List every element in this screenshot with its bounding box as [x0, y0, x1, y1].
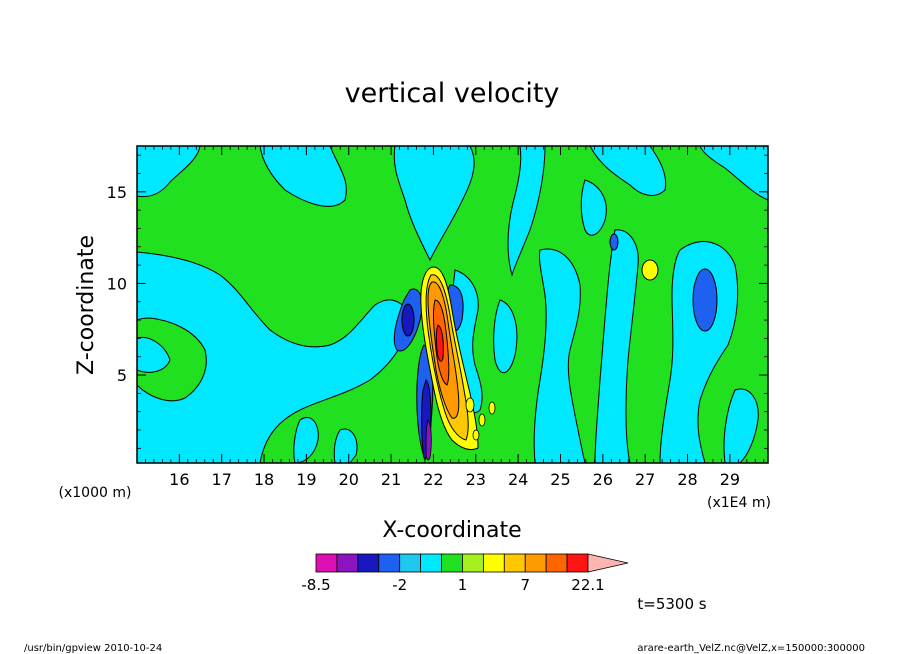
x-tick-label: 24: [508, 470, 528, 489]
colorbar: -8.5 -2 1 7 22.1: [301, 553, 629, 594]
footer-right: arare-earth_VelZ.nc@VelZ,x=150000:300000: [637, 643, 865, 654]
x-tick-label: 28: [677, 470, 697, 489]
plot-frame: [136, 145, 769, 464]
colorbar-swatch: [545, 553, 568, 573]
x-tick-label: 19: [296, 470, 316, 489]
colorbar-label: -8.5: [301, 576, 330, 594]
footer-left: /usr/bin/gpview 2010-10-24: [24, 643, 162, 654]
colorbar-swatch: [399, 553, 422, 573]
colorbar-swatch: [524, 553, 547, 573]
colorbar-swatch: [566, 553, 589, 573]
colorbar-label: 1: [458, 576, 468, 594]
colorbar-label: 22.1: [571, 576, 604, 594]
colorbar-swatch: [503, 553, 526, 573]
x-tick-label: 26: [593, 470, 613, 489]
x-tick-label: 29: [720, 470, 740, 489]
y-axis-title: Z-coordinate: [74, 235, 99, 375]
colorbar-swatch: [378, 553, 401, 573]
chart-title: vertical velocity: [345, 78, 560, 109]
x-tick-label: 23: [466, 470, 486, 489]
colorbar-swatch: [357, 553, 380, 573]
y-tick-label: 5: [117, 366, 127, 385]
x-axis-title: X-coordinate: [382, 518, 521, 543]
colorbar-swatch: [420, 553, 442, 573]
x-tick-label: 17: [212, 470, 232, 489]
time-label: t=5300 s: [637, 595, 706, 613]
colorbar-swatch: [441, 553, 463, 573]
plot-field: [137, 146, 768, 463]
x-tick-label: 16: [169, 470, 189, 489]
small-updraft-cells: [465, 397, 496, 441]
x-tick-label: 27: [635, 470, 655, 489]
y-tick-label: 15: [107, 183, 127, 202]
x-tick-label: 20: [339, 470, 359, 489]
peak-downdraft-core: [425, 419, 432, 461]
y-tick-label: 10: [107, 274, 127, 293]
updraft-plume: [420, 266, 479, 451]
x-tick-label: 22: [423, 470, 443, 489]
x-tick-label: 25: [550, 470, 570, 489]
colorbar-swatch: [462, 553, 484, 573]
x-tick-label: 18: [254, 470, 274, 489]
colorbar-swatch: [315, 553, 338, 573]
colorbar-swatch: [482, 553, 505, 573]
colorbar-swatch: [336, 553, 359, 573]
z-unit-label: (x1000 m): [59, 485, 132, 501]
colorbar-extension-arrow: [587, 553, 629, 573]
axes: 16 17 18 19 20 21 22 23 24 25 26 27 28 29 5 10 15: [107, 146, 768, 489]
isolated-updraft: [641, 259, 659, 281]
colorbar-label: -2: [392, 576, 407, 594]
x-tick-label: 21: [381, 470, 401, 489]
x-unit-label: (x1E4 m): [707, 495, 771, 511]
colorbar-label: 7: [520, 576, 530, 594]
